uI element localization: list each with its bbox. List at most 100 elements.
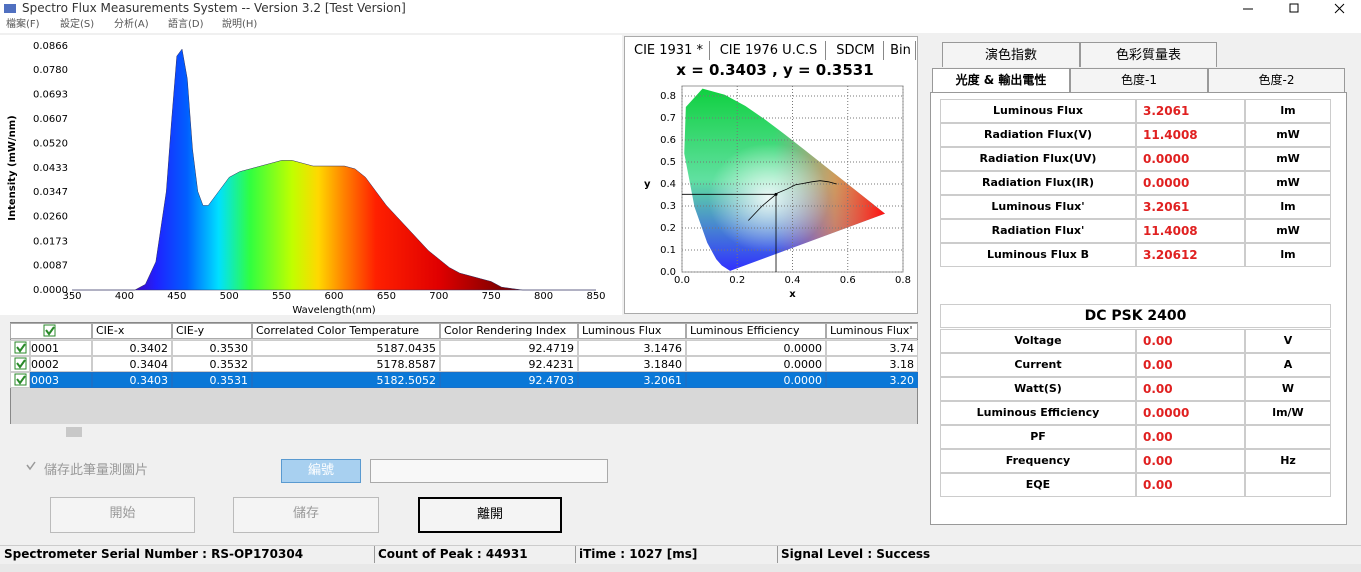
row-unit: mW xyxy=(1245,147,1331,171)
menu-bar xyxy=(0,17,1361,33)
button[interactable]: 儲存 xyxy=(233,497,379,533)
row-name: Current xyxy=(940,353,1136,377)
check-all xyxy=(43,324,56,337)
row-name: Luminous Flux' xyxy=(940,195,1136,219)
cell[interactable]: 92.4719 xyxy=(440,340,578,356)
number-input[interactable] xyxy=(370,459,608,483)
check-mark xyxy=(16,359,26,369)
row-value: 11.4008 xyxy=(1136,123,1245,147)
cell[interactable]: 0.3531 xyxy=(172,372,252,388)
cell[interactable]: 0.0000 xyxy=(686,356,826,372)
cell[interactable]: 0.0000 xyxy=(686,340,826,356)
status-field: Spectrometer Serial Number : RS-OP170304 xyxy=(4,547,304,561)
cell[interactable]: 0.3404 xyxy=(92,356,172,372)
cell[interactable]: 3.1476 xyxy=(578,340,686,356)
y-tick-label: 0.0520 xyxy=(33,138,68,149)
row-value: 0.00 xyxy=(1136,377,1245,401)
row-value: 3.2061 xyxy=(1136,195,1245,219)
cell[interactable]: 3.18 xyxy=(826,356,918,372)
scrollbar xyxy=(10,424,918,440)
cie-tab[interactable]: CIE 1931 * xyxy=(628,41,710,60)
x-tick-label: 800 xyxy=(534,291,553,302)
tab[interactable]: 光度 & 輸出電性 xyxy=(932,68,1070,92)
y-tick-label: 0.5 xyxy=(660,157,676,168)
cell[interactable]: 5187.0435 xyxy=(252,340,440,356)
y-tick-label: 0.0087 xyxy=(33,260,68,271)
cell[interactable]: 3.2061 xyxy=(578,372,686,388)
x-axis-label: x xyxy=(789,289,796,300)
cell[interactable]: 0.3532 xyxy=(172,356,252,372)
column-header[interactable]: CIE-x xyxy=(92,323,172,339)
column-header[interactable]: Color Rendering Index xyxy=(440,323,578,339)
row-unit: lm xyxy=(1245,99,1331,123)
row-checkbox xyxy=(14,357,27,370)
cie-tab[interactable]: CIE 1976 U.C.S xyxy=(712,41,826,60)
y-tick-label: 0.8 xyxy=(660,91,676,102)
y-axis-label: y xyxy=(644,179,651,190)
x-tick-label: 0.6 xyxy=(840,275,856,286)
row-id[interactable]: 0001 xyxy=(30,340,92,356)
cie-locus xyxy=(684,88,885,271)
column-header[interactable]: Luminous Flux' xyxy=(826,323,918,339)
y-tick-label: 0.0780 xyxy=(33,65,68,76)
row-value: 0.0000 xyxy=(1136,171,1245,195)
menu-item[interactable]: 檔案(F) xyxy=(6,19,40,30)
row-name: Luminous Efficiency xyxy=(940,401,1136,425)
number-button[interactable]: 編號 xyxy=(281,459,361,483)
tab[interactable]: 色度-2 xyxy=(1208,68,1345,92)
cie-tab[interactable]: SDCM xyxy=(828,41,884,60)
row-id[interactable]: 0002 xyxy=(30,356,92,372)
x-tick-label: 450 xyxy=(167,291,186,302)
cell[interactable]: 0.0000 xyxy=(686,372,826,388)
row-value: 3.2061 xyxy=(1136,99,1245,123)
menu-item[interactable]: 分析(A) xyxy=(114,19,149,30)
tab-content xyxy=(930,92,1347,525)
row-id[interactable]: 0003 xyxy=(30,372,92,388)
cell[interactable]: 5178.8587 xyxy=(252,356,440,372)
menu-item[interactable]: 設定(S) xyxy=(60,19,95,30)
y-tick-label: 0.2 xyxy=(660,223,676,234)
y-tick-label: 0.6 xyxy=(660,135,676,146)
column-header[interactable]: Luminous Flux xyxy=(578,323,686,339)
row-name: Frequency xyxy=(940,449,1136,473)
save-image-label[interactable]: 儲存此筆量測圖片 xyxy=(44,463,149,477)
tab[interactable]: 色彩質量表 xyxy=(1080,42,1217,67)
row-unit: mW xyxy=(1245,171,1331,195)
row-unit: lm xyxy=(1245,243,1331,267)
row-value: 11.4008 xyxy=(1136,219,1245,243)
cell[interactable]: 3.74 xyxy=(826,340,918,356)
tab[interactable]: 色度-1 xyxy=(1070,68,1208,92)
cell[interactable]: 5182.5052 xyxy=(252,372,440,388)
cell[interactable]: 92.4231 xyxy=(440,356,578,372)
cell[interactable]: 0.3530 xyxy=(172,340,252,356)
button[interactable]: 開始 xyxy=(50,497,195,533)
x-tick-label: 400 xyxy=(115,291,134,302)
column-header[interactable]: CIE-y xyxy=(172,323,252,339)
status-field: Count of Peak : 44931 xyxy=(374,546,570,563)
column-header[interactable]: Luminous Efficiency xyxy=(686,323,826,339)
row-value: 0.0000 xyxy=(1136,147,1245,171)
cell[interactable]: 0.3402 xyxy=(92,340,172,356)
column-header[interactable]: Correlated Color Temperature xyxy=(252,323,440,339)
button[interactable]: 離開 xyxy=(418,497,562,533)
window-title: Spectro Flux Measurements System -- Vers… xyxy=(22,1,406,15)
scroll-thumb[interactable] xyxy=(66,427,82,437)
row-name: PF xyxy=(940,425,1136,449)
cell[interactable]: 3.1840 xyxy=(578,356,686,372)
status-field: Signal Level : Success xyxy=(777,546,1077,563)
cell[interactable]: 92.4703 xyxy=(440,372,578,388)
y-tick-label: 0.0866 xyxy=(33,41,68,52)
cie-tab[interactable]: Bin xyxy=(886,41,916,60)
row-name: Luminous Flux B xyxy=(940,243,1136,267)
cell[interactable]: 3.20 xyxy=(826,372,918,388)
cell[interactable]: 0.3403 xyxy=(92,372,172,388)
row-unit: V xyxy=(1245,329,1331,353)
tab[interactable]: 演色指數 xyxy=(942,42,1080,67)
close-icon xyxy=(1334,3,1345,14)
row-name: Radiation Flux(V) xyxy=(940,123,1136,147)
check-mark xyxy=(16,343,26,353)
row-checkbox xyxy=(14,341,27,354)
menu-item[interactable]: 語言(D) xyxy=(168,19,204,30)
status-field: iTime : 1027 [ms] xyxy=(575,546,771,563)
menu-item[interactable]: 說明(H) xyxy=(222,19,258,30)
